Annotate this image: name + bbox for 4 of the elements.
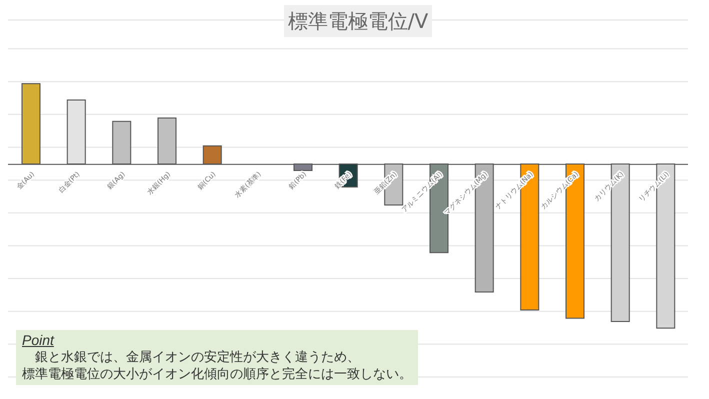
- chart-title: 標準電極電位/V: [284, 5, 432, 37]
- text: Point: [22, 332, 56, 349]
- text: 銀と水銀では、金属イオンの安定性が大きく違うため、: [34, 349, 361, 366]
- text: 標準電極電位の大小がイオン化傾向の順序と完全には一致しない。: [22, 366, 412, 383]
